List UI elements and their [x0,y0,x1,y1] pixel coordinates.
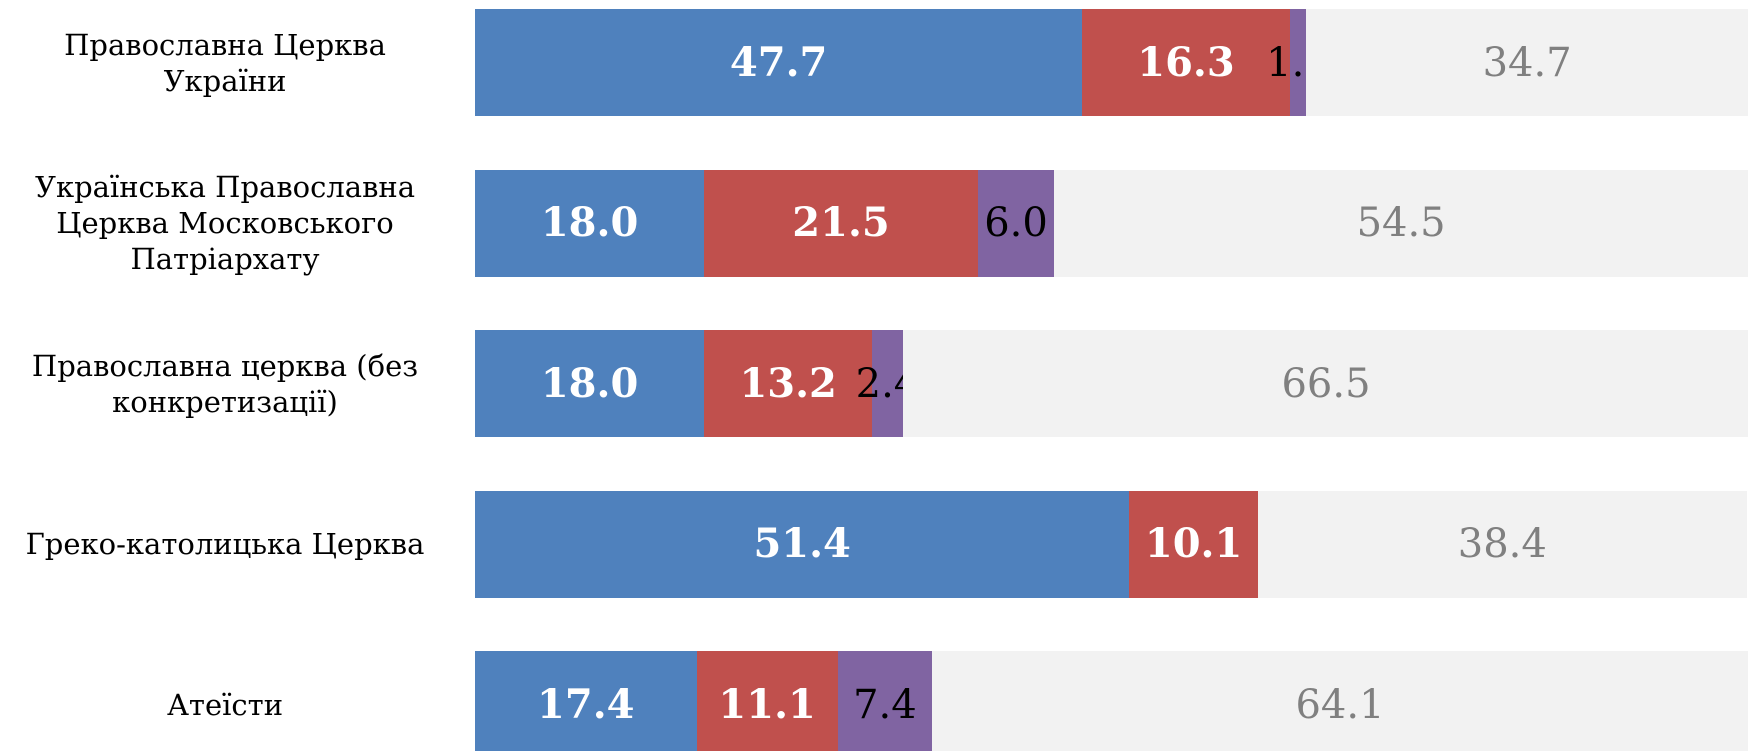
bar-segment [475,490,1130,598]
value-label: 64.1 [1295,681,1385,728]
bar-segment [902,330,1748,438]
value-label: 6.0 [984,200,1048,247]
bar-segment [475,9,1083,116]
value-label: 47.7 [729,38,828,86]
category-label: Православна Церква України [64,27,386,98]
bar-segment [1129,490,1258,598]
bar-segment [837,651,932,751]
value-label: 21.5 [792,199,890,247]
value-label: 66.5 [1281,360,1371,407]
category-label: Атеїсти [166,687,284,722]
value-label: 13.2 [739,359,837,407]
bar-segment [704,330,873,438]
bar-segment [932,651,1748,751]
value-label: 34.7 [1482,39,1572,86]
category-label: Православна церква (без конкретизації) [31,348,419,419]
category-label: Українська Православна Церква Московсько… [34,170,416,277]
bar-segment [475,330,705,438]
value-label: 10.1 [1144,520,1243,568]
category-label: Греко-католицька Церква [25,527,425,562]
bar-segment [1082,9,1290,116]
bar-segment [1257,490,1747,598]
bar-segment [704,169,978,277]
value-label: 38.4 [1457,521,1547,568]
value-label: 51.4 [753,520,851,568]
bar-segment [475,169,705,277]
bar-segment [977,169,1055,277]
bar-segment [1054,169,1748,277]
bar-segment [475,651,697,751]
bar-segment [872,330,903,438]
value-label: 16.3 [1137,38,1235,86]
value-label: 11.1 [718,680,816,728]
value-label: 18.0 [540,359,639,407]
value-label: 17.4 [537,680,635,728]
value-label: 7.4 [853,681,917,728]
bar-segment [1306,9,1748,116]
value-label: 54.5 [1356,200,1446,247]
bar-segment [696,651,838,751]
value-label: 18.0 [540,199,639,247]
bar-segment [1289,9,1307,116]
